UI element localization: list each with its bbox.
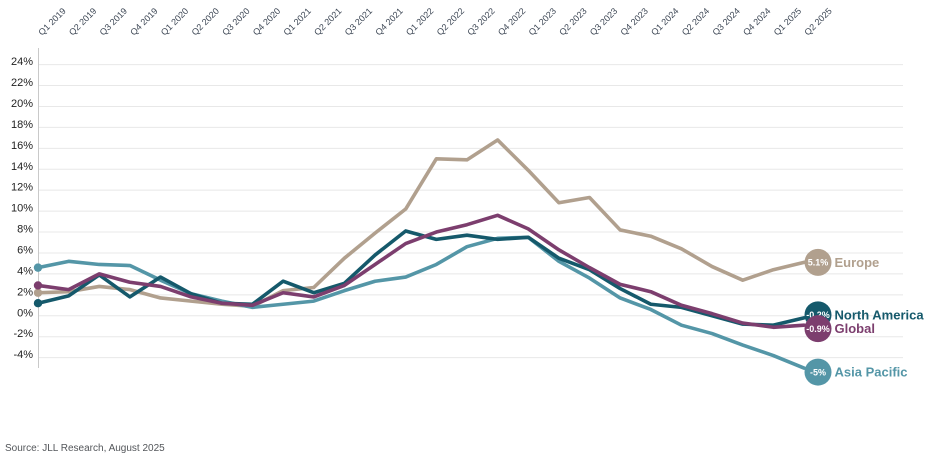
x-tick-label: Q3 2022 (465, 6, 496, 37)
y-tick-label: 18% (11, 119, 33, 131)
series-label-north-america: North America (835, 307, 925, 322)
y-tick-label: 24% (11, 56, 33, 68)
y-tick-label: 16% (11, 140, 33, 152)
x-tick-label: Q2 2023 (557, 6, 588, 37)
series-label-global: Global (835, 321, 875, 336)
y-tick-label: 20% (11, 98, 33, 110)
y-tick-label: 22% (11, 77, 33, 89)
y-tick-label: 4% (17, 265, 33, 277)
y-tick-label: 8% (17, 224, 33, 236)
series-line-global (36, 213, 806, 330)
x-tick-label: Q2 2020 (190, 6, 221, 37)
x-tick-label: Q2 2019 (67, 6, 98, 37)
x-tick-label: Q3 2020 (220, 6, 251, 37)
series-label-asia-pacific: Asia Pacific (835, 365, 908, 380)
x-tick-label: Q2 2021 (312, 6, 343, 37)
x-tick-label: Q3 2019 (98, 6, 129, 37)
y-tick-label: 0% (17, 307, 33, 319)
y-tick-label: 10% (11, 203, 33, 215)
x-tick-label: Q2 2024 (680, 6, 711, 37)
y-tick-label: 14% (11, 161, 33, 173)
end-badge-value-north-america: -0.2% (806, 310, 830, 320)
x-tick-label: Q1 2025 (772, 6, 803, 37)
x-tick-label: Q1 2021 (281, 6, 312, 37)
source-text: Source: JLL Research, August 2025 (5, 443, 165, 454)
x-tick-label: Q3 2023 (588, 6, 619, 37)
x-tick-label: Q4 2024 (741, 6, 772, 37)
series-start-dot-asia-pacific (33, 263, 43, 272)
x-tick-label: Q1 2022 (404, 6, 435, 37)
series-line-asia-pacific (36, 235, 806, 370)
x-tick-label: Q1 2024 (649, 6, 680, 37)
y-tick-label: 2% (17, 286, 33, 298)
y-tick-label: 12% (11, 182, 33, 194)
x-tick-label: Q3 2024 (710, 6, 741, 37)
x-tick-label: Q2 2022 (435, 6, 466, 37)
y-tick-label: 6% (17, 244, 33, 256)
end-badge-value-global: -0.9% (806, 324, 830, 334)
x-tick-label: Q3 2021 (343, 6, 374, 37)
series-line-north-america (36, 229, 806, 327)
x-tick-label: Q1 2023 (527, 6, 558, 37)
x-tick-label: Q4 2019 (128, 6, 159, 37)
x-tick-label: Q1 2020 (159, 6, 190, 37)
y-tick-label: -4% (13, 349, 33, 361)
series-line-europe (36, 138, 806, 309)
series-start-dot-north-america (33, 299, 43, 308)
x-tick-label: Q4 2020 (251, 6, 282, 37)
x-tick-label: Q2 2025 (802, 6, 833, 37)
end-badge-value-europe: 5.1% (808, 258, 829, 268)
series-start-dot-europe (33, 288, 43, 297)
end-badge-value-asia-pacific: -5% (810, 367, 826, 377)
x-tick-label: Q4 2021 (373, 6, 404, 37)
x-tick-label: Q1 2019 (36, 6, 67, 37)
series-label-europe: Europe (835, 255, 880, 270)
end-badge-global (804, 315, 832, 343)
x-tick-label: Q4 2023 (619, 6, 650, 37)
end-badge-asia-pacific (804, 358, 832, 386)
y-tick-label: -2% (13, 328, 33, 340)
x-tick-label: Q4 2022 (496, 6, 527, 37)
end-badge-europe (804, 248, 832, 276)
series-start-dot-global (33, 281, 43, 290)
